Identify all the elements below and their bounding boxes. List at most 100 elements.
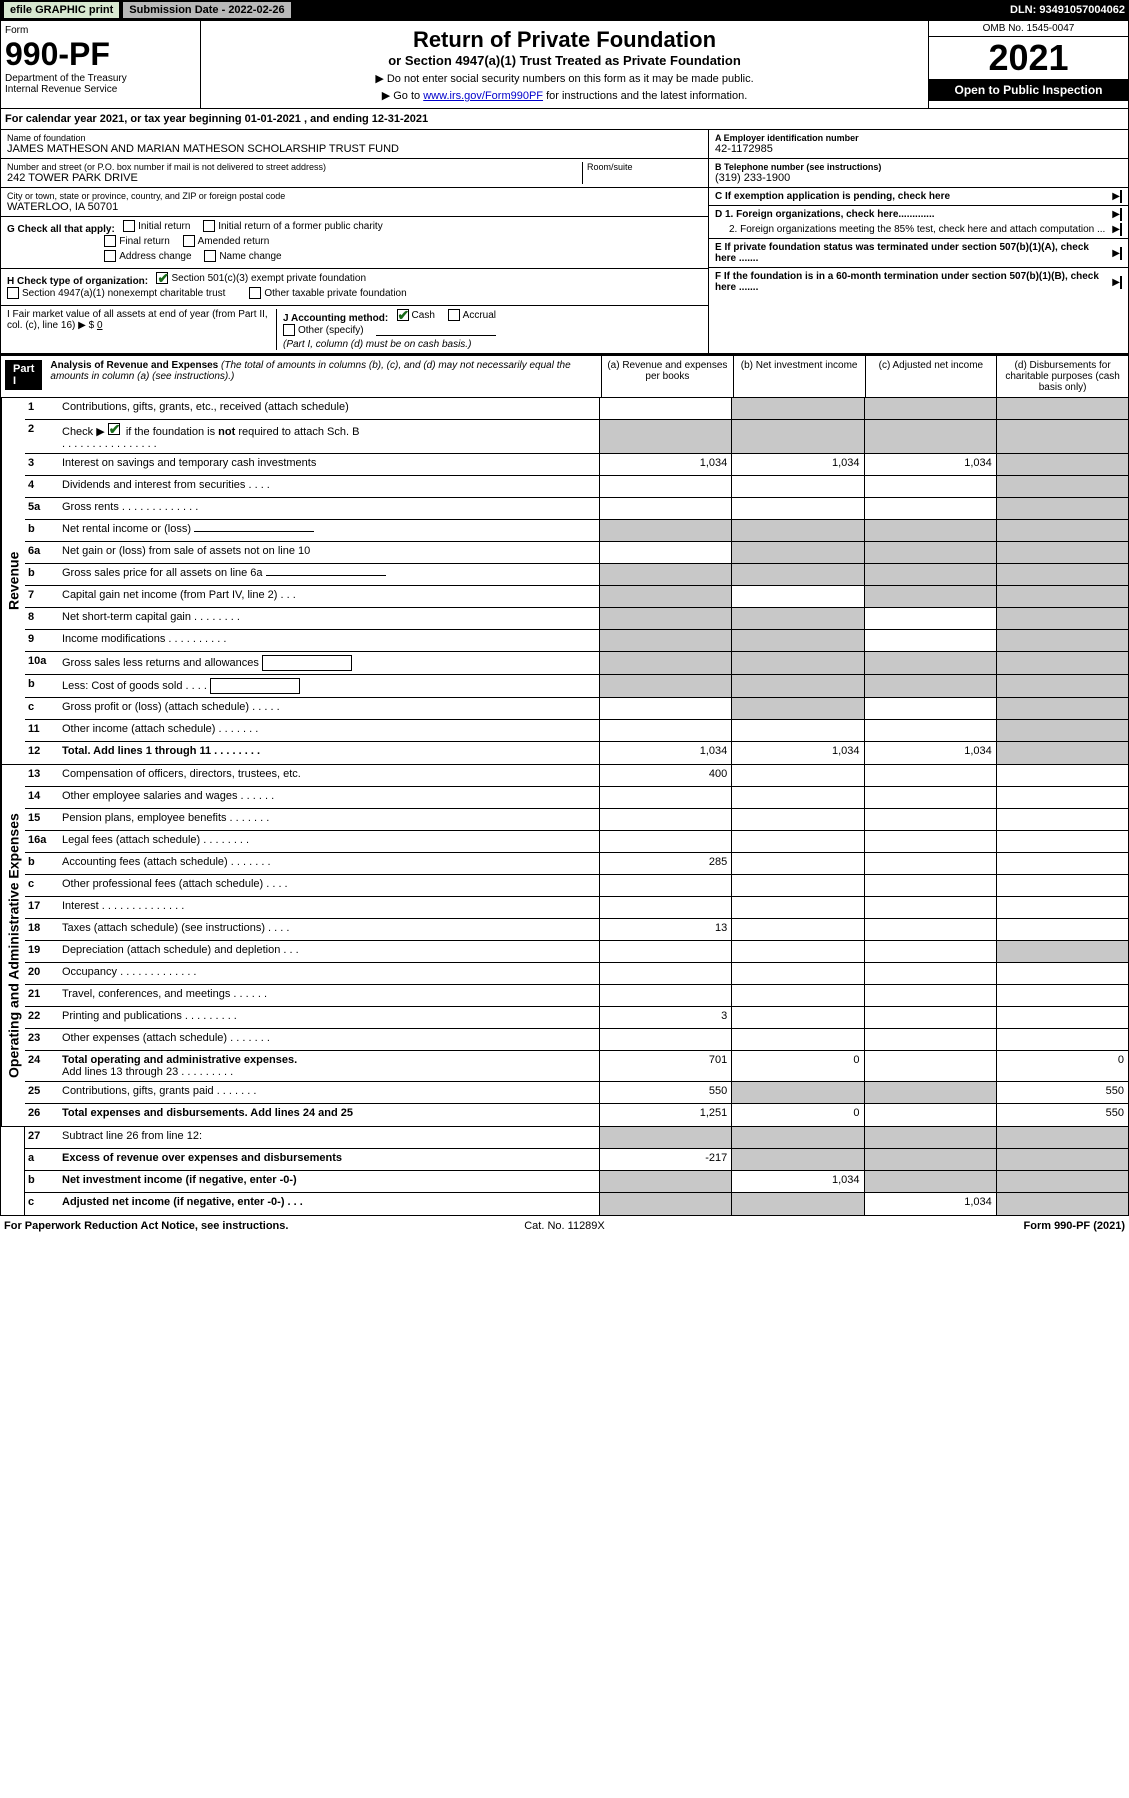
line-num: 15 <box>25 809 59 830</box>
inline-blank <box>266 575 386 576</box>
g-opt-1: Initial return of a former public charit… <box>218 221 383 232</box>
amt-d <box>996 985 1128 1006</box>
amt-a <box>599 564 731 585</box>
checkbox-amended-return[interactable] <box>183 235 195 247</box>
amt-b <box>731 1149 863 1170</box>
table-row: 21Travel, conferences, and meetings . . … <box>25 985 1128 1007</box>
checkbox-initial-return-former[interactable] <box>203 220 215 232</box>
address-cell: Number and street (or P.O. box number if… <box>1 159 708 188</box>
name-label: Name of foundation <box>7 133 702 143</box>
amt-b <box>731 831 863 852</box>
amt-d <box>996 941 1128 962</box>
amt-a <box>599 897 731 918</box>
dept-irs: Internal Revenue Service <box>5 84 196 95</box>
amt-c <box>864 1082 996 1103</box>
amt-b <box>731 630 863 651</box>
amt-c <box>864 787 996 808</box>
amt-d <box>996 897 1128 918</box>
checkbox-cash[interactable] <box>397 309 409 321</box>
amt-c <box>864 608 996 629</box>
e-label: E If private foundation status was termi… <box>715 242 1089 264</box>
checkbox-sch-b[interactable] <box>108 423 120 435</box>
amt-b <box>731 897 863 918</box>
phone-cell: B Telephone number (see instructions) (3… <box>709 159 1128 188</box>
amt-c: 1,034 <box>864 454 996 475</box>
line-num: c <box>25 875 59 896</box>
table-row: bGross sales price for all assets on lin… <box>25 564 1128 586</box>
f-label: F If the foundation is in a 60-month ter… <box>715 271 1099 293</box>
side-label-revenue: Revenue <box>1 398 25 764</box>
col-c-header: (c) Adjusted net income <box>865 356 997 397</box>
table-row: 9Income modifications . . . . . . . . . … <box>25 630 1128 652</box>
ein-label: A Employer identification number <box>715 133 859 143</box>
table-row: 5aGross rents . . . . . . . . . . . . . <box>25 498 1128 520</box>
line-num: b <box>25 520 59 541</box>
table-row: 12Total. Add lines 1 through 11 . . . . … <box>25 742 1128 764</box>
amt-d <box>996 608 1128 629</box>
checkbox-address-change[interactable] <box>104 250 116 262</box>
amt-b: 1,034 <box>731 454 863 475</box>
amt-b: 0 <box>731 1051 863 1081</box>
checkbox-f[interactable] <box>1120 276 1122 289</box>
checkbox-name-change[interactable] <box>204 250 216 262</box>
checkbox-initial-return[interactable] <box>123 220 135 232</box>
line-num: 10a <box>25 652 59 674</box>
checkbox-other-taxable[interactable] <box>249 287 261 299</box>
amt-c <box>864 630 996 651</box>
table-row: 18Taxes (attach schedule) (see instructi… <box>25 919 1128 941</box>
line-num: 17 <box>25 897 59 918</box>
line-num: 8 <box>25 608 59 629</box>
note-goto: ▶ Go to www.irs.gov/Form990PF for instru… <box>207 89 922 102</box>
table-row: 22Printing and publications . . . . . . … <box>25 1007 1128 1029</box>
table-row: 27Subtract line 26 from line 12: <box>25 1127 1128 1149</box>
checkbox-501c3[interactable] <box>156 272 168 284</box>
line-desc: Taxes (attach schedule) (see instruction… <box>59 919 599 940</box>
table-row: 14Other employee salaries and wages . . … <box>25 787 1128 809</box>
checkbox-e[interactable] <box>1120 247 1122 260</box>
col-b-header: (b) Net investment income <box>733 356 865 397</box>
amt-a: 1,034 <box>599 454 731 475</box>
amt-b <box>731 498 863 519</box>
line-num: 21 <box>25 985 59 1006</box>
checkbox-accrual[interactable] <box>448 309 460 321</box>
amt-b <box>731 963 863 984</box>
amt-c <box>864 542 996 563</box>
amt-a <box>599 963 731 984</box>
line-desc: Dividends and interest from securities .… <box>59 476 599 497</box>
g-opt-3: Amended return <box>198 236 270 247</box>
amt-b <box>731 985 863 1006</box>
l24-text: Total operating and administrative expen… <box>62 1054 297 1066</box>
amt-d: 550 <box>996 1082 1128 1103</box>
amt-b: 0 <box>731 1104 863 1126</box>
info-left: Name of foundation JAMES MATHESON AND MA… <box>1 130 708 353</box>
table-row: 3Interest on savings and temporary cash … <box>25 454 1128 476</box>
amt-c <box>864 586 996 607</box>
checkbox-c[interactable] <box>1120 190 1122 203</box>
section-c: C If exemption application is pending, c… <box>709 188 1128 206</box>
part1-header-row: Part I Analysis of Revenue and Expenses … <box>0 354 1129 398</box>
amt-a <box>599 520 731 541</box>
amt-c <box>864 1171 996 1192</box>
note-goto-post: for instructions and the latest informat… <box>543 90 747 102</box>
line-num: 3 <box>25 454 59 475</box>
amt-b <box>731 787 863 808</box>
line-num: 24 <box>25 1051 59 1081</box>
l24b-text: Add lines 13 through 23 . . . . . . . . … <box>62 1066 233 1078</box>
checkbox-other-method[interactable] <box>283 324 295 336</box>
line-num: b <box>25 675 59 697</box>
side-spacer <box>1 1127 25 1215</box>
checkbox-final-return[interactable] <box>104 235 116 247</box>
amt-a: 3 <box>599 1007 731 1028</box>
line-num: 5a <box>25 498 59 519</box>
amt-c <box>864 1051 996 1081</box>
h-opt3: Other taxable private foundation <box>264 288 406 299</box>
l6b-text: Gross sales price for all assets on line… <box>62 567 263 579</box>
amt-b <box>731 941 863 962</box>
checkbox-d1[interactable] <box>1120 208 1122 221</box>
checkbox-4947a1[interactable] <box>7 287 19 299</box>
irs-link[interactable]: www.irs.gov/Form990PF <box>423 90 543 102</box>
section-g: G Check all that apply: Initial return I… <box>1 217 708 269</box>
line-desc: Contributions, gifts, grants paid . . . … <box>59 1082 599 1103</box>
checkbox-d2[interactable] <box>1120 223 1122 236</box>
amt-c <box>864 919 996 940</box>
